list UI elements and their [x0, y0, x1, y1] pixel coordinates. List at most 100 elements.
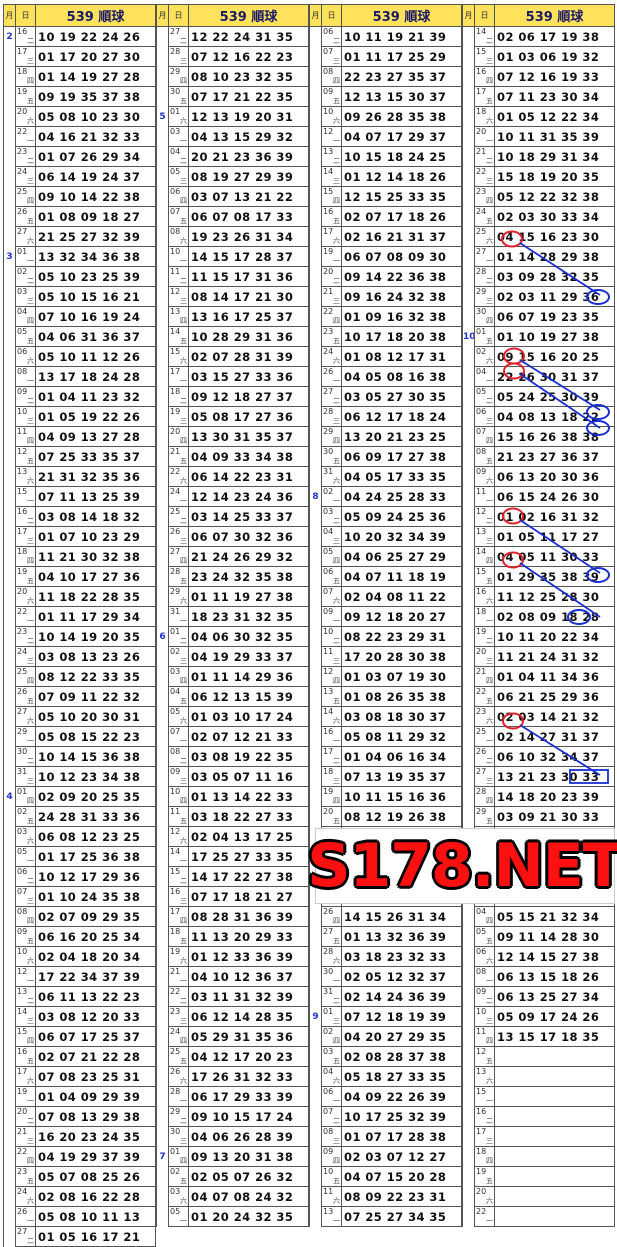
- date-cell: 26 一: [321, 366, 342, 387]
- month-cell: [462, 1086, 475, 1107]
- month-cell: [156, 186, 169, 207]
- date-cell: 17 三: [15, 46, 36, 67]
- weekday: 一: [27, 257, 34, 265]
- weekday: 三: [333, 1137, 340, 1145]
- month-cell: [462, 1066, 475, 1087]
- draw-numbers: [494, 1086, 615, 1107]
- day-number: 09: [170, 767, 181, 777]
- table-row: 21 三 16 20 23 24 35: [3, 1126, 156, 1147]
- draw-numbers: [494, 1186, 615, 1207]
- date-cell: 19 二: [474, 626, 495, 647]
- table-row: 20 五 08 12 19 26 38: [309, 806, 462, 827]
- day-number: 15: [170, 347, 181, 357]
- draw-numbers: 03 18 22 27 33: [188, 806, 309, 827]
- month-cell: [156, 1046, 169, 1067]
- weekday: 三: [333, 57, 340, 65]
- draw-numbers: 07 09 11 22 32: [35, 686, 156, 707]
- month-cell: [462, 626, 475, 647]
- weekday: 五: [333, 697, 340, 705]
- date-cell: 02 五: [168, 1166, 189, 1187]
- month-cell: [309, 586, 322, 607]
- day-number: 20: [170, 427, 181, 437]
- day-number: 10: [476, 1007, 487, 1017]
- draw-numbers: 03 11 31 32 39: [188, 986, 309, 1007]
- day-number: 28: [170, 1087, 181, 1097]
- draw-numbers: 08 28 31 36 39: [188, 906, 309, 927]
- table-row: 09 三 03 05 07 11 16: [156, 766, 309, 787]
- day-number: 19: [170, 407, 181, 417]
- date-cell: 19 六: [168, 946, 189, 967]
- weekday: 四: [333, 557, 340, 565]
- draw-numbers: 05 12 22 32 38: [494, 186, 615, 207]
- month-cell: [156, 486, 169, 507]
- table-row: 24 六 02 08 16 22 28: [3, 1186, 156, 1207]
- day-number: 30: [323, 967, 334, 977]
- weekday: 三: [27, 897, 34, 905]
- month-cell: [309, 706, 322, 727]
- day-number: 19: [17, 1087, 28, 1097]
- day-number: 12: [17, 967, 28, 977]
- weekday: 一: [486, 737, 493, 745]
- month-cell: [156, 466, 169, 487]
- date-cell: 18 四: [15, 66, 36, 87]
- month-cell: [3, 926, 16, 947]
- draw-numbers: 04 07 08 24 32: [188, 1186, 309, 1207]
- table-row: 19 五 04 10 17 27 36: [3, 566, 156, 587]
- table-row: 15 一 07 11 13 25 39: [3, 486, 156, 507]
- month-cell: [462, 1106, 475, 1127]
- table-row: 09 一 09 12 18 20 27: [309, 606, 462, 627]
- month-cell: [3, 446, 16, 467]
- date-cell: 11 六: [321, 1186, 342, 1207]
- month-cell: [156, 26, 169, 47]
- day-header: 日: [15, 4, 36, 27]
- weekday: 六: [486, 477, 493, 485]
- weekday: 四: [27, 677, 34, 685]
- day-number: 29: [170, 1107, 181, 1117]
- table-row: 14 三 03 08 12 20 33: [3, 1006, 156, 1027]
- draw-numbers: 01 11 17 29 34: [35, 606, 156, 627]
- weekday: 四: [333, 1037, 340, 1045]
- table-row: 30 二 10 14 15 36 38: [3, 746, 156, 767]
- month-cell: [3, 846, 16, 867]
- weekday: 五: [180, 97, 187, 105]
- table-row: 11 三 17 20 28 30 38: [309, 646, 462, 667]
- month-cell: [3, 646, 16, 667]
- day-number: 01: [170, 1147, 181, 1157]
- table-row: 24 一 12 14 23 24 36: [156, 486, 309, 507]
- day-number: 08: [17, 367, 28, 377]
- table-row: 28 四 14 18 20 23 39: [462, 786, 615, 807]
- draw-numbers: 01 07 17 28 38: [341, 1126, 462, 1147]
- weekday: 四: [486, 197, 493, 205]
- month-cell: [3, 946, 16, 967]
- day-number: 16: [323, 727, 334, 737]
- weekday: 六: [486, 1197, 493, 1205]
- day-number: 14: [476, 547, 487, 557]
- table-row: 06 六 12 14 15 27 38: [462, 946, 615, 967]
- draw-numbers: 06 07 08 09 30: [341, 246, 462, 267]
- table-row: 07 一 02 07 12 21 33: [156, 726, 309, 747]
- table-row: 18 四 11 21 30 32 38: [3, 546, 156, 567]
- date-cell: 08 五: [474, 446, 495, 467]
- day-number: 23: [17, 147, 28, 157]
- weekday: 五: [486, 817, 493, 825]
- month-cell: [309, 86, 322, 107]
- date-cell: 19 五: [474, 1166, 495, 1187]
- day-number: 17: [476, 1127, 487, 1137]
- weekday: 五: [180, 817, 187, 825]
- table-row: 16 三 07 17 18 21 27: [156, 886, 309, 907]
- date-cell: 23 五: [15, 1166, 36, 1187]
- weekday: 五: [333, 337, 340, 345]
- draw-numbers: 04 05 11 30 33: [494, 546, 615, 567]
- date-cell: 03 四: [168, 666, 189, 687]
- month-cell: [462, 286, 475, 307]
- table-row: 27 二 12 22 24 31 35: [156, 26, 309, 47]
- date-cell: 10 六: [15, 946, 36, 967]
- weekday: 二: [180, 757, 187, 765]
- weekday: 二: [27, 1117, 34, 1125]
- month-cell: [3, 506, 16, 527]
- draw-numbers: 05 07 08 25 26: [35, 1166, 156, 1187]
- date-cell: 06 五: [321, 566, 342, 587]
- date-cell: 02 四: [321, 1026, 342, 1047]
- day-number: 02: [323, 487, 334, 497]
- weekday: 二: [27, 397, 34, 405]
